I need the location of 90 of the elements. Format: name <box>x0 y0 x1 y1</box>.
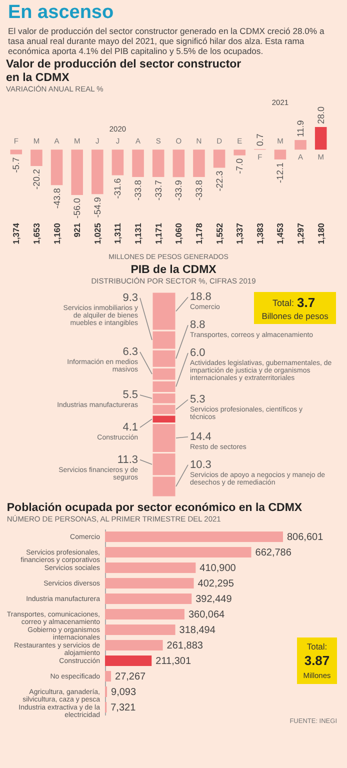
text: 1,025 <box>92 222 102 244</box>
text: En ascenso <box>8 2 115 24</box>
text: 1,160 <box>52 222 62 244</box>
bar <box>30 150 42 166</box>
text: 1,552 <box>214 222 224 244</box>
data-label: 5.5 <box>122 389 138 402</box>
bar <box>105 531 283 542</box>
text: 1,180 <box>316 222 326 244</box>
data-label: 10.3 <box>190 458 212 471</box>
bar <box>71 150 83 195</box>
text: 1,453 <box>275 222 286 244</box>
data-label: 11.3 <box>117 454 138 466</box>
text: 1,171 <box>153 222 164 244</box>
data-label: 5.3 <box>190 394 206 406</box>
bar <box>105 640 163 651</box>
data-label: -33.7 <box>153 180 164 200</box>
data-label: 18.8 <box>190 291 212 304</box>
data-label: 318,494 <box>179 624 216 636</box>
text: 3.87 <box>304 652 330 668</box>
text: 1,178 <box>194 222 204 244</box>
data-label: -33.9 <box>174 180 184 201</box>
bar <box>234 150 246 156</box>
data-label: 6.0 <box>190 347 206 360</box>
data-label: 261,883 <box>166 640 204 652</box>
data-label: 28.0 <box>316 106 326 124</box>
text: Billones de pesos <box>262 311 328 321</box>
data-label: 410,900 <box>200 562 236 574</box>
chart-title: PIB de la CDMX <box>130 264 217 276</box>
bar <box>152 150 164 177</box>
bar <box>105 546 252 558</box>
bar <box>193 150 205 178</box>
text: 3.7 <box>297 295 316 310</box>
bar <box>105 562 196 574</box>
data-label: 0.7 <box>254 134 265 146</box>
data-label: -20.2 <box>31 169 42 190</box>
data-label: 9.3 <box>122 292 138 304</box>
data-label: 806,601 <box>287 532 324 543</box>
data-label: -5.7 <box>11 157 22 173</box>
data-label: -54.9 <box>92 197 102 218</box>
data-label: 402,295 <box>198 578 234 590</box>
bar <box>132 150 144 178</box>
data-label: 8.8 <box>190 319 206 332</box>
text: Total: <box>272 298 294 308</box>
text: 1,337 <box>234 222 245 244</box>
text: El valor de producción del sector constructor generado en la CDMX creció 28.0% a tasa anual real durante mayo del 2021, que significó hilar dos alza. Esta rama económica aporta 4.1% del PIB capitalino y 5.5% de los ocupados. <box>8 26 326 56</box>
bar <box>314 127 327 150</box>
data-label: 211,301 <box>156 656 192 667</box>
bar <box>10 150 22 154</box>
text: Total: <box>306 642 328 652</box>
data-label: 27,267 <box>115 671 146 682</box>
data-label: 4.1 <box>122 421 138 434</box>
text: 921 <box>72 222 82 238</box>
bar <box>213 150 226 168</box>
data-label: 9,093 <box>111 686 136 698</box>
bar <box>105 578 194 589</box>
text: 1,383 <box>254 222 265 244</box>
text: 1,131 <box>133 222 144 244</box>
chart-title: Valor de producción del sector constructor en la CDMX <box>6 58 242 84</box>
bar <box>172 150 185 178</box>
bar <box>92 150 104 194</box>
data-label: -22.3 <box>214 170 224 192</box>
bar <box>274 150 286 160</box>
bar <box>105 624 176 636</box>
data-label: 7,321 <box>110 702 136 714</box>
data-label: 662,786 <box>255 547 292 558</box>
text: 1,311 <box>112 222 123 244</box>
bar <box>50 150 63 186</box>
bar <box>112 150 124 176</box>
data-label: -31.6 <box>112 178 123 199</box>
data-label: -7.0 <box>234 158 245 174</box>
bar <box>105 670 112 682</box>
bar <box>294 140 306 150</box>
text: 1,297 <box>296 222 306 244</box>
bar <box>105 593 192 604</box>
data-label: -43.8 <box>52 188 62 209</box>
chart-title: Población ocupada por sector económico en la CDMX <box>6 502 302 514</box>
data-label: 6.3 <box>122 346 138 358</box>
data-label: -33.8 <box>194 180 204 201</box>
bar <box>105 608 184 620</box>
data-label: -12.1 <box>275 162 286 183</box>
text: 1,060 <box>174 222 184 244</box>
data-label: 360,064 <box>188 609 226 620</box>
data-label: 392,449 <box>196 594 232 605</box>
text: 1,374 <box>11 222 22 244</box>
data-label: 14.4 <box>190 430 212 443</box>
text: 1,653 <box>31 222 42 244</box>
data-label: -56.0 <box>72 198 82 219</box>
data-label: 11.9 <box>296 120 306 138</box>
bar <box>105 655 152 666</box>
data-label: -33.8 <box>133 180 144 201</box>
